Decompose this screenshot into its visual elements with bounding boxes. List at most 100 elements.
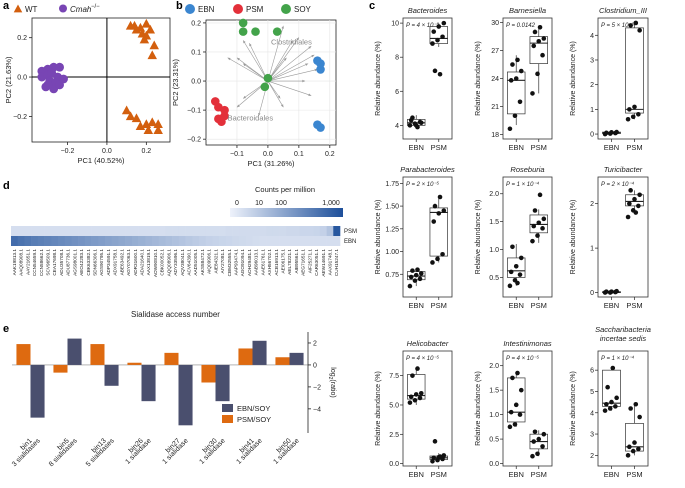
panel-d-row-label: PSM bbox=[344, 229, 357, 235]
panel-b-loading-arrow bbox=[267, 40, 293, 82]
panel-d-heat-cell bbox=[84, 226, 92, 236]
panel-c-ytick-label: 1.75 bbox=[385, 181, 399, 188]
panel-d-heat-cell bbox=[152, 226, 160, 236]
panel-c-facet-pvalue: P = 5 × 10⁻⁵ bbox=[601, 22, 635, 29]
panel-d-col-label: AEL78221.1 bbox=[287, 249, 292, 275]
panel-d-heat-cell bbox=[31, 226, 39, 236]
panel-c-point bbox=[632, 196, 637, 202]
panel-b-ytick-label: 0.0 bbox=[191, 79, 201, 86]
panel-d-heat-cell bbox=[299, 236, 307, 246]
panel-c-point bbox=[610, 365, 616, 371]
panel-a-point-wt bbox=[149, 40, 159, 50]
panel-d-col-label: ADU87736.1 bbox=[66, 249, 71, 276]
panel-d-heat-cell bbox=[306, 226, 314, 236]
panel-b-arrowhead bbox=[311, 54, 315, 58]
panel-c-ylabel: Relative abundance (%) bbox=[475, 200, 482, 275]
panel-d-col-label: AAB96013.1 bbox=[254, 249, 259, 276]
panel-c-point bbox=[636, 446, 641, 452]
panel-d-col-label: AIF25271.1 bbox=[307, 249, 312, 274]
panel-c-ytick-label: 0 bbox=[590, 132, 594, 139]
panel-c-point bbox=[513, 76, 519, 81]
panel-d-heat-cell bbox=[252, 226, 260, 236]
panel-d-heat-cell bbox=[333, 236, 341, 246]
panel-d-heat-cell bbox=[152, 236, 160, 246]
panel-b-loading-arrow bbox=[249, 43, 269, 82]
panel-d-col-label: SCV96509.1 bbox=[46, 249, 51, 276]
panel-d-col-label: CBM32555.1 bbox=[227, 249, 232, 277]
panel-c-xtick-label: EBN bbox=[604, 470, 619, 479]
panel-e-legend-swatch bbox=[222, 404, 233, 412]
panel-c-xtick-label: PSM bbox=[626, 470, 642, 479]
panel-c-point bbox=[412, 278, 418, 283]
panel-d-col-label: ADX91758.1 bbox=[113, 249, 118, 276]
panel-b-loading-arrow bbox=[267, 63, 309, 82]
panel-a-xtick-label: 0.0 bbox=[102, 148, 112, 155]
panel-c-point bbox=[627, 201, 632, 206]
panel-d-heat-cell bbox=[199, 226, 207, 236]
panel-c-ytick-label: 1.0 bbox=[489, 247, 499, 254]
panel-b-xtick-label: −0.1 bbox=[230, 151, 244, 158]
panel-c-facet-frame bbox=[402, 350, 453, 467]
panel-c-point bbox=[410, 115, 415, 120]
panel-d-col-label: ABE63492.1 bbox=[119, 249, 124, 276]
panel-b-point-soy bbox=[260, 82, 270, 92]
panel-d-heat-cell bbox=[172, 236, 180, 246]
panel-c-box bbox=[507, 377, 526, 423]
panel-b-arrowhead bbox=[281, 25, 284, 29]
panel-b-ytick-label: −0.2 bbox=[187, 137, 201, 144]
panel-d-heat-cell bbox=[319, 226, 327, 236]
panel-d-heat-cell bbox=[24, 226, 32, 236]
panel-d-colorbar bbox=[230, 208, 343, 217]
panel-c-xtick-label: EBN bbox=[604, 301, 619, 310]
panel-a-point-wt bbox=[147, 50, 158, 60]
panel-a-xtick-label: 0.2 bbox=[141, 148, 151, 155]
panel-d-heat-cell bbox=[219, 236, 227, 246]
panel-b-loading-arrow bbox=[267, 54, 315, 82]
panel-c-point bbox=[532, 29, 538, 35]
panel-d-heat-cell bbox=[71, 226, 79, 236]
panel-c-point bbox=[540, 444, 545, 449]
panel-b-arrowhead bbox=[236, 57, 240, 61]
panel-b-legend-psm: PSM bbox=[246, 5, 264, 14]
panel-b-legend-marker-soy bbox=[281, 4, 291, 14]
panel-e-bar-ebn-soy bbox=[252, 340, 267, 365]
panel-c-point bbox=[508, 409, 514, 415]
panel-c-point bbox=[637, 414, 642, 420]
panel-a-xlabel: PC1 (40.52%) bbox=[77, 156, 125, 165]
panel-a-legend-marker-wt bbox=[13, 4, 23, 13]
panel-e-bar-ebn-soy bbox=[141, 364, 156, 402]
panel-b-point-soy bbox=[238, 27, 248, 36]
panel-e-bar-ebn-soy bbox=[67, 338, 82, 365]
panel-c-point bbox=[430, 459, 435, 464]
panel-c-xtick-label: PSM bbox=[431, 301, 447, 310]
panel-c-point bbox=[510, 375, 515, 381]
panel-a-point-wt bbox=[131, 24, 142, 34]
panel-c-ytick-label: 1 bbox=[590, 246, 594, 253]
panel-c-facet-title: Saccharibacteria bbox=[595, 325, 651, 334]
panel-b-xtick-label: 0.1 bbox=[294, 151, 304, 158]
panel-e-legend-label: EBN/SOY bbox=[237, 404, 270, 413]
panel-d-heat-cell bbox=[212, 226, 220, 236]
panel-d-heat-cell bbox=[319, 236, 327, 246]
panel-a-point-cmah bbox=[59, 74, 68, 84]
panel-c-ytick-label: 0 bbox=[590, 290, 594, 297]
panel-d-col-label: AAP93474.1 bbox=[234, 249, 239, 276]
panel-d-heat-cell bbox=[118, 226, 126, 236]
panel-c-point bbox=[432, 68, 438, 74]
panel-c-point bbox=[535, 71, 540, 77]
panel-c-ytick-label: 2.0 bbox=[489, 363, 499, 370]
panel-c-ylabel: Relative abundance (%) bbox=[570, 200, 577, 275]
panel-c-point bbox=[435, 256, 440, 262]
panel-c-ytick-label: 3 bbox=[590, 432, 594, 439]
panel-d-heat-cell bbox=[178, 226, 186, 236]
panel-e-bar-psm-soy bbox=[90, 344, 105, 365]
panel-b-ytick-label: 0.2 bbox=[191, 20, 201, 27]
panel-e-bar-psm-soy bbox=[201, 364, 216, 383]
panel-d-heat-cell bbox=[31, 236, 39, 246]
panel-d-colorbar-tick: 1,000 bbox=[322, 200, 340, 207]
panel-d-col-label: AIQ09906.1 bbox=[207, 249, 212, 274]
panel-c-facet-title: Intestinimonas bbox=[503, 339, 552, 348]
panel-e-bar-ebn-soy bbox=[104, 364, 119, 386]
panel-d-heat-cell bbox=[78, 226, 86, 236]
